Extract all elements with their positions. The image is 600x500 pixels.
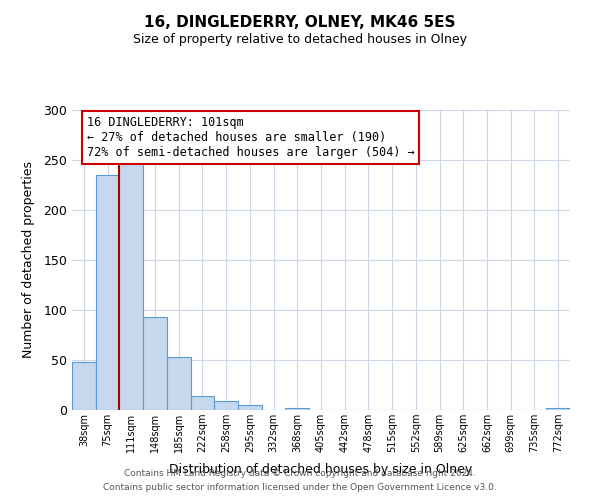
Text: 16, DINGLEDERRY, OLNEY, MK46 5ES: 16, DINGLEDERRY, OLNEY, MK46 5ES <box>144 15 456 30</box>
Bar <box>191 396 214 410</box>
X-axis label: Distribution of detached houses by size in Olney: Distribution of detached houses by size … <box>169 464 473 476</box>
Bar <box>167 357 191 410</box>
Text: 16 DINGLEDERRY: 101sqm
← 27% of detached houses are smaller (190)
72% of semi-de: 16 DINGLEDERRY: 101sqm ← 27% of detached… <box>87 116 415 159</box>
Text: Contains public sector information licensed under the Open Government Licence v3: Contains public sector information licen… <box>103 484 497 492</box>
Bar <box>214 401 238 410</box>
Bar <box>546 408 570 410</box>
Bar <box>238 405 262 410</box>
Y-axis label: Number of detached properties: Number of detached properties <box>22 162 35 358</box>
Bar <box>286 408 309 410</box>
Text: Size of property relative to detached houses in Olney: Size of property relative to detached ho… <box>133 32 467 46</box>
Bar <box>143 317 167 410</box>
Bar <box>96 175 119 410</box>
Bar <box>119 158 143 410</box>
Text: Contains HM Land Registry data © Crown copyright and database right 2024.: Contains HM Land Registry data © Crown c… <box>124 468 476 477</box>
Bar <box>72 362 96 410</box>
